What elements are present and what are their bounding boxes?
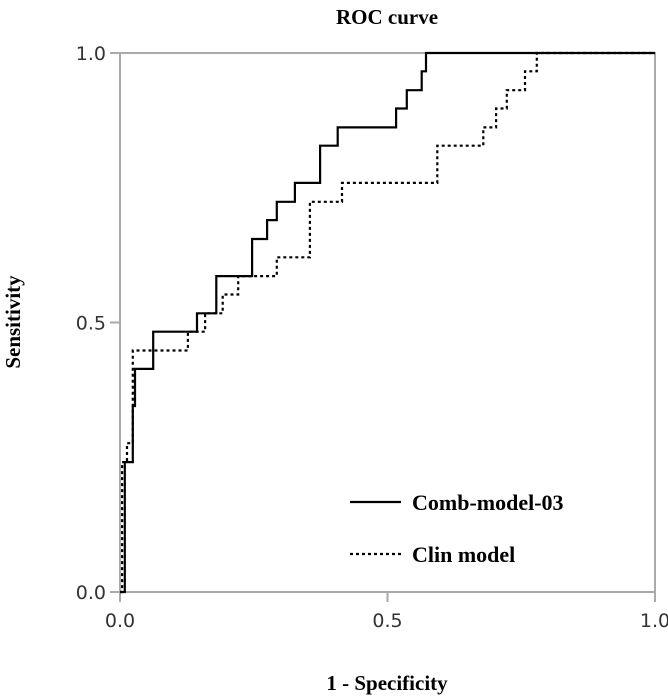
y-tick-label: 1.0 [76, 43, 106, 65]
x-axis-label: 1 - Specificity [326, 671, 448, 695]
legend-label-clin-model: Clin model [412, 542, 515, 567]
y-tick-label: 0.5 [76, 313, 106, 335]
x-tick-label: 0.0 [105, 610, 135, 632]
legend: Comb-model-03 Clin model [350, 490, 564, 567]
chart-title: ROC curve [336, 5, 438, 29]
y-axis-label: Sensitivity [1, 275, 25, 369]
x-tick-label: 1.0 [640, 610, 668, 632]
y-tick-label: 0.0 [76, 582, 106, 604]
plot-frame [119, 52, 656, 593]
x-tick-label: 0.5 [372, 610, 402, 632]
series-line-comb-model-03 [120, 51, 655, 594]
legend-label-comb-model-03: Comb-model-03 [412, 490, 564, 515]
